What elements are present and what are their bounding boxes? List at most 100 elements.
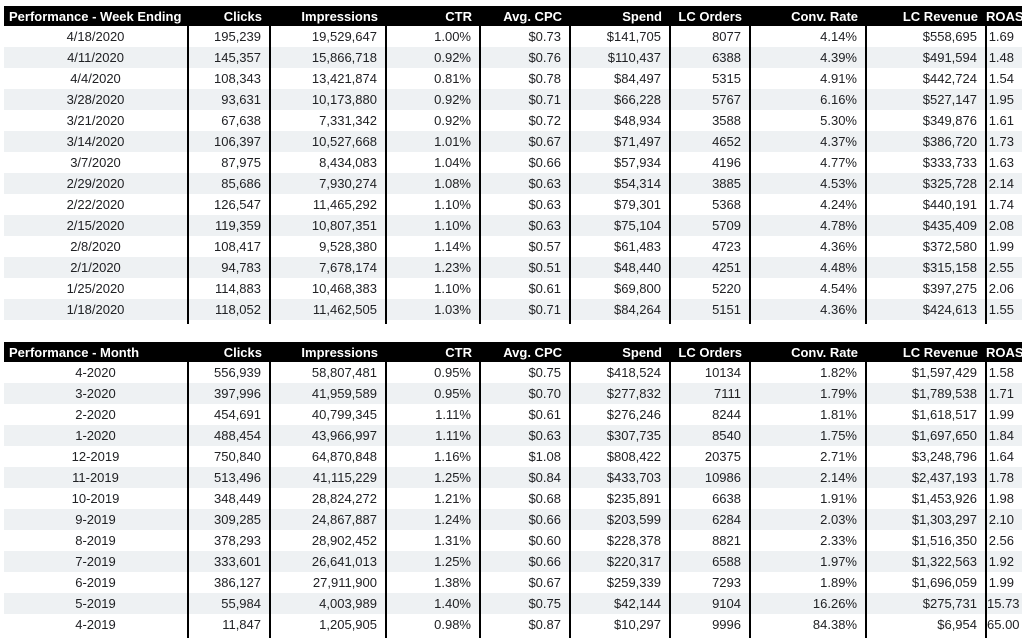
- table-cell: 2.10: [986, 509, 1022, 530]
- column-header: CTR: [386, 342, 480, 362]
- table-cell: 2.03%: [750, 509, 867, 530]
- row-label: 1/25/2020: [4, 278, 189, 299]
- table-cell: 24,867,887: [270, 509, 387, 530]
- table-cell: 2.08: [986, 215, 1022, 236]
- table-cell: $10,297: [570, 614, 671, 635]
- table-cell: 1.91%: [750, 488, 867, 509]
- table-title: Performance - Week Ending: [4, 6, 188, 26]
- row-label: 4/18/2020: [4, 26, 189, 47]
- table-cell: 4.24%: [750, 194, 867, 215]
- table-cell: 1.14%: [386, 236, 481, 257]
- table-row: 5-2019 55,984 4,003,989 1.40% $0.75 $42,144 91…: [4, 593, 1022, 614]
- table-cell: 11,462,505: [270, 299, 387, 320]
- table-cell: 4196: [670, 152, 751, 173]
- table-cell: 4251: [670, 257, 751, 278]
- table-row: 11-2019 513,496 41,115,229 1.25% $0.84 $433,7…: [4, 467, 1022, 488]
- table-cell: $333,733: [866, 152, 987, 173]
- column-header: Clicks: [188, 6, 270, 26]
- table-row: 1-2020 488,454 43,966,997 1.11% $0.63 $307,73…: [4, 425, 1022, 446]
- row-label: 1-2020: [4, 425, 189, 446]
- column-header: Conv. Rate: [750, 6, 866, 26]
- table-cell: 1.10%: [386, 215, 481, 236]
- data-table: Performance - Week Ending Clicks Impressio…: [4, 6, 1022, 324]
- table-cell: 1.40%: [386, 593, 481, 614]
- table-cell: 15,866,718: [270, 47, 387, 68]
- table-cell: 5151: [670, 299, 751, 320]
- table-cell: 41,115,229: [270, 467, 387, 488]
- table-row: 1/25/2020 114,883 10,468,383 1.10% $0.61 $69,…: [4, 278, 1022, 299]
- table-cell: $0.61: [480, 278, 571, 299]
- table-cell: 55,984: [188, 593, 271, 614]
- table-row: 1/18/2020 118,052 11,462,505 1.03% $0.71 $84,…: [4, 299, 1022, 320]
- column-header: Impressions: [270, 6, 386, 26]
- row-label: 2/29/2020: [4, 173, 189, 194]
- table-cell: $277,832: [570, 383, 671, 404]
- table-cell: 1.58: [986, 362, 1022, 383]
- table-cell: 2.14: [986, 173, 1022, 194]
- table-cell: 348,449: [188, 488, 271, 509]
- table-cell: $1,303,297: [866, 509, 987, 530]
- table-cell: 1.01%: [386, 131, 481, 152]
- table-row: 2/15/2020 119,359 10,807,351 1.10% $0.63 $75,…: [4, 215, 1022, 236]
- table-cell: 10986: [670, 467, 751, 488]
- table-cell: 1.08%: [386, 173, 481, 194]
- row-label: 10-2019: [4, 488, 189, 509]
- table-cell: $0.75: [480, 593, 571, 614]
- table-row: 3/7/2020 87,975 8,434,083 1.04% $0.66 $57,934…: [4, 152, 1022, 173]
- table-cell: 397,996: [188, 383, 271, 404]
- table-cell: 4.39%: [750, 47, 867, 68]
- table-cell: $1,597,429: [866, 362, 987, 383]
- grid-stub-cell: [480, 320, 571, 324]
- table-cell: 2.06: [986, 278, 1022, 299]
- table-cell: $6,954: [866, 614, 987, 635]
- table-cell: 8077: [670, 26, 751, 47]
- table-cell: 1.92: [986, 551, 1022, 572]
- table-cell: $491,594: [866, 47, 987, 68]
- table-row: 4/4/2020 108,343 13,421,874 0.81% $0.78 $84,4…: [4, 68, 1022, 89]
- table-cell: $325,728: [866, 173, 987, 194]
- column-header: Avg. CPC: [480, 6, 570, 26]
- table-cell: 1,205,905: [270, 614, 387, 635]
- table-cell: $418,524: [570, 362, 671, 383]
- table-cell: 7293: [670, 572, 751, 593]
- table-cell: $79,301: [570, 194, 671, 215]
- table-cell: 26,641,013: [270, 551, 387, 572]
- table-cell: 1.99: [986, 236, 1022, 257]
- table-cell: 1.75%: [750, 425, 867, 446]
- data-table: Performance - Month Clicks Impressions CTR A…: [4, 342, 1022, 638]
- table-cell: 58,807,481: [270, 362, 387, 383]
- table-row: 2-2020 454,691 40,799,345 1.11% $0.61 $276,24…: [4, 404, 1022, 425]
- table-cell: $275,731: [866, 593, 987, 614]
- table-cell: 1.31%: [386, 530, 481, 551]
- table-cell: 87,975: [188, 152, 271, 173]
- grid-stub-cell: [188, 635, 271, 638]
- table-cell: 1.84: [986, 425, 1022, 446]
- table-cell: $1,697,650: [866, 425, 987, 446]
- column-header: LC Revenue: [866, 342, 986, 362]
- header-row: Performance - Week Ending Clicks Impressio…: [4, 6, 1022, 26]
- table-cell: 11,465,292: [270, 194, 387, 215]
- table-cell: $0.76: [480, 47, 571, 68]
- table-cell: 2.33%: [750, 530, 867, 551]
- row-label: 1/18/2020: [4, 299, 189, 320]
- table-cell: 40,799,345: [270, 404, 387, 425]
- row-label: 6-2019: [4, 572, 189, 593]
- table-cell: 7,678,174: [270, 257, 387, 278]
- table-row: 3-2020 397,996 41,959,589 0.95% $0.70 $277,83…: [4, 383, 1022, 404]
- table-cell: 1.73: [986, 131, 1022, 152]
- table-cell: $0.71: [480, 89, 571, 110]
- table-cell: 6388: [670, 47, 751, 68]
- table-cell: $315,158: [866, 257, 987, 278]
- table-cell: 94,783: [188, 257, 271, 278]
- table-cell: 1.25%: [386, 551, 481, 572]
- table-cell: $0.67: [480, 572, 571, 593]
- grid-stub-row: [4, 635, 1022, 638]
- grid-stub-cell: [188, 320, 271, 324]
- table-cell: 4652: [670, 131, 751, 152]
- table-cell: $1,789,538: [866, 383, 987, 404]
- table-cell: 5220: [670, 278, 751, 299]
- performance-week-table: Performance - Week Ending Clicks Impressio…: [4, 6, 1022, 324]
- table-cell: 0.81%: [386, 68, 481, 89]
- table-cell: $808,422: [570, 446, 671, 467]
- table-cell: 1.54: [986, 68, 1022, 89]
